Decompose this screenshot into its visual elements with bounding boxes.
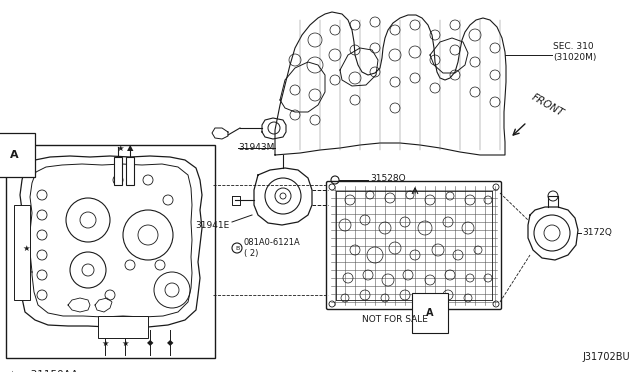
Text: FRONT: FRONT [530,92,566,118]
Text: ◆: ◆ [167,339,173,347]
Text: ◆: ◆ [147,339,153,347]
Text: A: A [10,150,19,160]
Text: B: B [235,246,239,250]
Text: 3172Q: 3172Q [582,228,612,237]
Text: A: A [426,308,434,318]
Text: ★: ★ [116,144,124,153]
Bar [6,145,215,358]
Bar [14,205,30,300]
Text: ▲: ▲ [127,144,133,153]
Bar [98,316,148,338]
Text: 31941E: 31941E [196,221,230,230]
Bar [114,157,122,185]
Text: ★: ★ [22,244,29,253]
Text: ★: ★ [121,339,129,347]
Text: 081A0-6121A
( 2): 081A0-6121A ( 2) [244,238,301,258]
Text: NOT FOR SALE: NOT FOR SALE [362,315,428,324]
Text: ★ ···31150AA: ★ ···31150AA [8,370,78,372]
Text: J31702BU: J31702BU [582,352,630,362]
Text: 31943M: 31943M [238,144,275,153]
Text: ★: ★ [101,339,109,347]
Text: SEC. 310
(31020M): SEC. 310 (31020M) [553,42,596,62]
Text: 31528Q: 31528Q [370,173,406,183]
Bar [126,157,134,185]
FancyBboxPatch shape [326,182,502,310]
